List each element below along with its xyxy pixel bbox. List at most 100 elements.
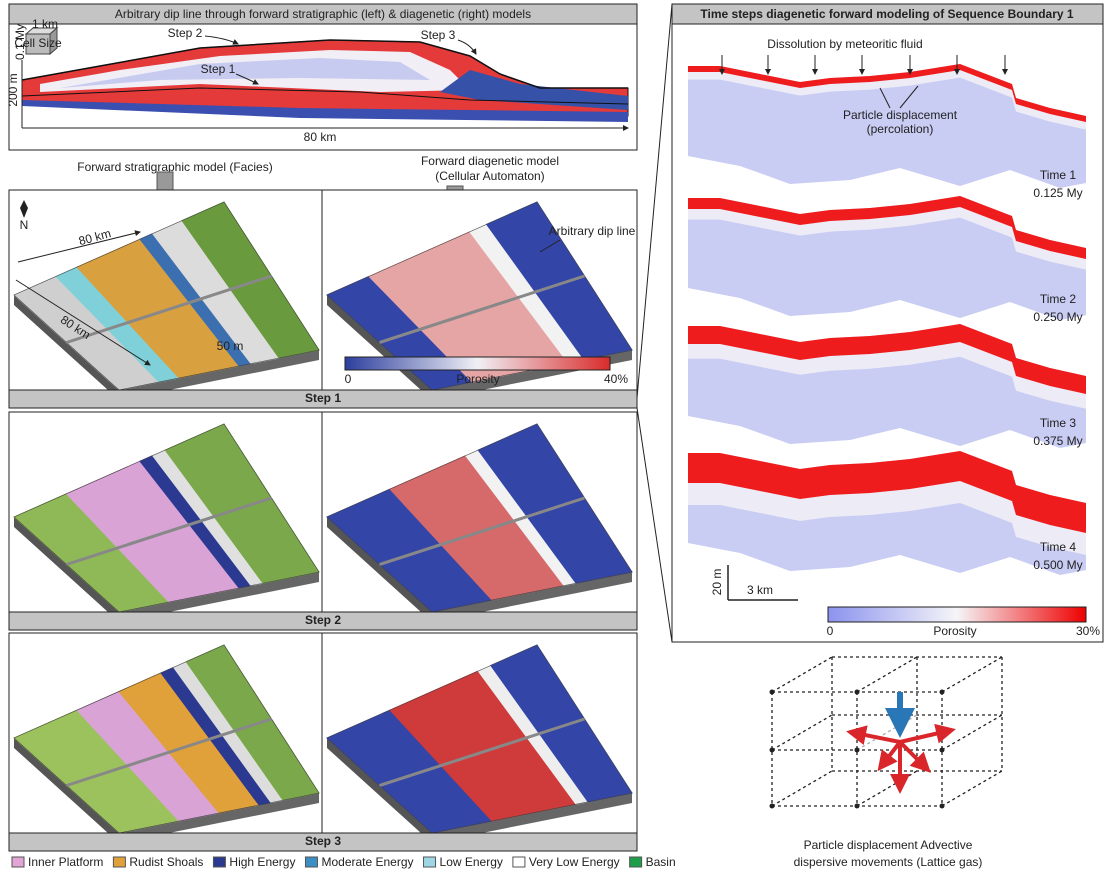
horizon	[21, 39, 628, 89]
section-lavender	[60, 58, 430, 88]
legend-swatch	[112, 856, 126, 868]
length-label: 80 km	[304, 130, 337, 144]
time-age: 0.125 My	[1033, 186, 1082, 200]
annotation: (percolation)	[867, 122, 934, 136]
colorbar-max: 40%	[604, 372, 628, 386]
annotation: Particle displacement	[843, 108, 958, 122]
lattice-line	[771, 714, 833, 751]
lattice-node	[939, 803, 945, 809]
slab-side	[327, 295, 432, 400]
section-red-band	[688, 324, 1086, 394]
legend-swatch	[212, 856, 226, 868]
slab-front	[119, 793, 319, 843]
dip-line-label: Arbitrary dip line	[549, 224, 636, 238]
height-label: 200 m	[6, 73, 20, 106]
lattice-line	[856, 714, 918, 751]
legend-label: Moderate Energy	[321, 855, 413, 869]
caption: dispersive movements (Lattice gas)	[794, 855, 983, 869]
step-label: Step 3	[421, 28, 456, 42]
dispersion-arrow	[899, 723, 956, 744]
time-label: Time 3	[1040, 416, 1077, 430]
caption: Particle displacement Advective	[804, 838, 973, 852]
section-red-band	[688, 64, 1086, 122]
lattice-node	[769, 689, 775, 695]
step-pointer	[204, 35, 239, 45]
dimension	[17, 230, 141, 263]
pointer	[539, 239, 561, 253]
legend-label: Rudist Shoals	[129, 855, 203, 869]
slab-side	[327, 738, 432, 843]
step-title: Step 1	[305, 391, 341, 405]
slab-side	[14, 517, 119, 622]
scale-label: 20 m	[710, 569, 724, 596]
colorbar-min: 0	[827, 624, 834, 638]
model-header: Forward stratigraphic model (Facies)	[77, 160, 272, 174]
panel-title-bar	[8, 3, 638, 25]
section-red-band	[688, 451, 1086, 533]
time-age: 0.375 My	[1033, 434, 1082, 448]
dimension-label: 50 m	[217, 339, 244, 353]
model-header: Forward diagenetic model	[421, 154, 559, 168]
slab-front	[119, 350, 319, 400]
section-red-band	[688, 196, 1086, 259]
legend-label: Basin	[646, 855, 676, 869]
annotation: Dissolution by meteoritic fluid	[767, 37, 922, 51]
slab-front	[432, 572, 632, 622]
north-arrow	[20, 200, 28, 218]
dimension	[15, 279, 151, 366]
lattice-node	[939, 747, 945, 753]
panel-title: Time steps diagenetic forward modeling o…	[700, 7, 1074, 21]
colorbar-max: 30%	[1076, 624, 1100, 638]
panel-title-bar	[671, 3, 1104, 25]
colorbar	[344, 356, 611, 371]
colorbar-min: 0	[345, 372, 352, 386]
lattice-line	[771, 656, 833, 693]
lattice-node	[769, 803, 775, 809]
section-blue-base	[22, 100, 628, 122]
lattice-node	[939, 689, 945, 695]
slab-front	[432, 793, 632, 843]
dip-line	[66, 717, 272, 787]
step-bar	[8, 389, 638, 409]
legend-label: High Energy	[229, 855, 295, 869]
time-label: Time 2	[1040, 292, 1077, 306]
dip-line	[379, 496, 585, 566]
lattice-node	[769, 747, 775, 753]
lattice-line	[941, 656, 1003, 693]
step-label: Step 1	[201, 62, 236, 76]
legend-swatch	[629, 856, 643, 868]
slab-outline	[13, 423, 320, 613]
legend-swatch	[423, 856, 437, 868]
step-bar	[8, 611, 638, 631]
slab-outline	[326, 423, 633, 613]
dispersion-arrow	[877, 740, 902, 772]
step-title: Step 3	[305, 834, 341, 848]
pointer	[879, 87, 891, 109]
legend-label: Very Low Energy	[529, 855, 620, 869]
dip-line	[66, 274, 272, 344]
slab-outline	[326, 644, 633, 834]
time-label: Time 4	[1040, 540, 1077, 554]
section-body	[688, 64, 1086, 188]
lattice-line	[941, 770, 1003, 807]
scale-label: 3 km	[747, 583, 773, 597]
step-bar	[8, 832, 638, 852]
dispersion-arrow	[846, 725, 901, 745]
lattice-node	[854, 803, 860, 809]
connector	[636, 407, 673, 643]
legend-swatch	[11, 856, 25, 868]
slab-outline	[13, 644, 320, 834]
legend-label: Inner Platform	[28, 855, 103, 869]
colorbar-label: Porosity	[933, 624, 976, 638]
lattice-node	[854, 689, 860, 695]
legend-swatch	[512, 856, 526, 868]
legend-swatch	[304, 856, 318, 868]
dispersion-arrow	[898, 740, 931, 773]
slab-outline	[13, 201, 320, 391]
model-header: (Cellular Automaton)	[435, 169, 544, 183]
cell-size-label: Cell Size	[14, 36, 62, 50]
step-pointer	[457, 39, 477, 55]
cell-width-label: 1 km	[32, 17, 58, 31]
time-age: 0.500 My	[1033, 558, 1082, 572]
lattice-line	[941, 714, 1003, 751]
